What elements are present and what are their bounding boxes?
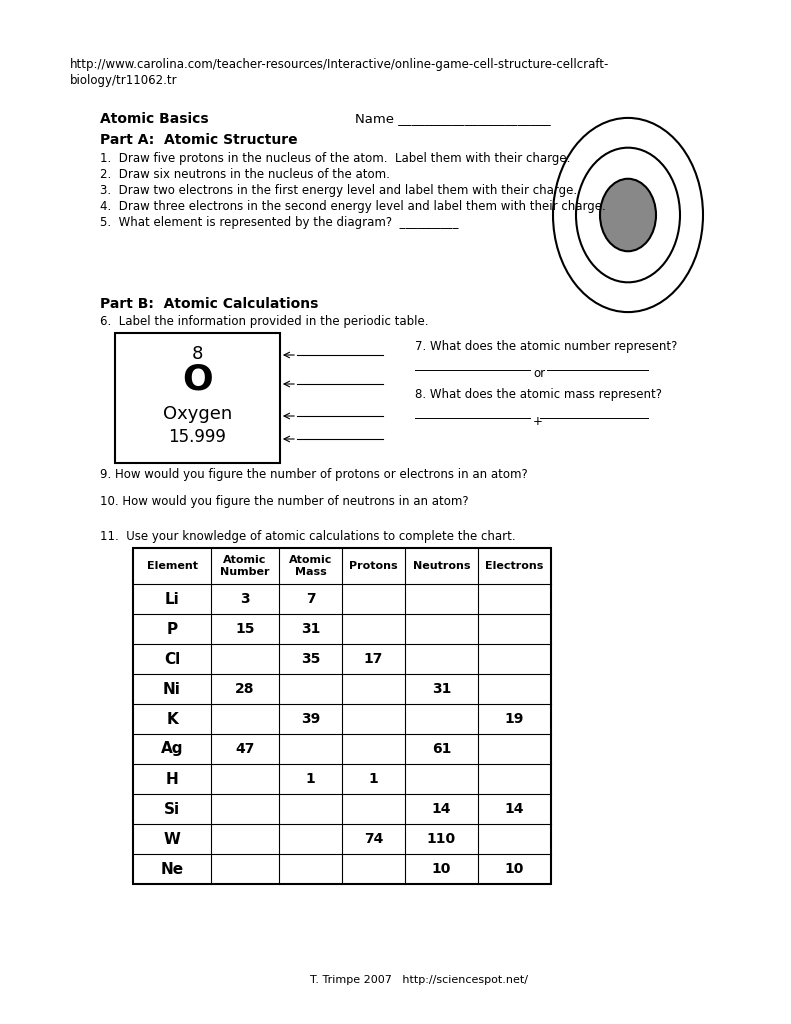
Text: P: P <box>166 622 177 637</box>
Text: 74: 74 <box>364 831 383 846</box>
Text: Atomic
Mass: Atomic Mass <box>289 555 332 577</box>
Text: 2.  Draw six neutrons in the nucleus of the atom.: 2. Draw six neutrons in the nucleus of t… <box>100 168 390 181</box>
Text: 1: 1 <box>305 772 316 786</box>
Text: biology/tr11062.tr: biology/tr11062.tr <box>70 74 178 87</box>
Text: 31: 31 <box>432 682 451 696</box>
Text: 10. How would you figure the number of neutrons in an atom?: 10. How would you figure the number of n… <box>100 495 468 508</box>
Text: 61: 61 <box>432 742 451 756</box>
Text: O: O <box>182 362 213 397</box>
Text: 15: 15 <box>235 622 255 636</box>
Text: T. Trimpe 2007   http://sciencespot.net/: T. Trimpe 2007 http://sciencespot.net/ <box>310 975 528 985</box>
Text: +: + <box>533 415 543 428</box>
Text: 8. What does the atomic mass represent?: 8. What does the atomic mass represent? <box>415 388 662 401</box>
Text: 10: 10 <box>432 862 451 876</box>
Text: 14: 14 <box>505 802 524 816</box>
Text: 35: 35 <box>301 652 320 666</box>
Text: 4.  Draw three electrons in the second energy level and label them with their ch: 4. Draw three electrons in the second en… <box>100 200 606 213</box>
Circle shape <box>600 179 656 251</box>
Bar <box>133 548 551 884</box>
Text: Element: Element <box>146 561 198 571</box>
Text: 31: 31 <box>301 622 320 636</box>
Text: 3: 3 <box>240 592 250 606</box>
Bar <box>115 333 280 463</box>
Text: 47: 47 <box>235 742 255 756</box>
Text: 6.  Label the information provided in the periodic table.: 6. Label the information provided in the… <box>100 315 429 328</box>
Text: Ag: Ag <box>161 741 184 757</box>
Text: 1.  Draw five protons in the nucleus of the atom.  Label them with their charge.: 1. Draw five protons in the nucleus of t… <box>100 152 570 165</box>
Text: 11.  Use your knowledge of atomic calculations to complete the chart.: 11. Use your knowledge of atomic calcula… <box>100 530 516 543</box>
Text: Atomic Basics: Atomic Basics <box>100 112 209 126</box>
Text: Protons: Protons <box>349 561 398 571</box>
Text: Cl: Cl <box>164 651 180 667</box>
Text: 1: 1 <box>369 772 378 786</box>
Text: 39: 39 <box>301 712 320 726</box>
Text: 14: 14 <box>432 802 451 816</box>
Text: Ni: Ni <box>163 682 181 696</box>
Text: 17: 17 <box>364 652 383 666</box>
Text: Name _______________________: Name _______________________ <box>355 112 551 125</box>
Text: 10: 10 <box>505 862 524 876</box>
Text: 19: 19 <box>505 712 524 726</box>
Text: K: K <box>166 712 178 726</box>
Text: H: H <box>165 771 179 786</box>
Text: 7. What does the atomic number represent?: 7. What does the atomic number represent… <box>415 340 677 353</box>
Text: Ne: Ne <box>161 861 184 877</box>
Text: 8: 8 <box>191 345 203 362</box>
Text: 28: 28 <box>235 682 255 696</box>
Text: Electrons: Electrons <box>486 561 543 571</box>
Text: Si: Si <box>164 802 180 816</box>
Text: Part A:  Atomic Structure: Part A: Atomic Structure <box>100 133 297 147</box>
Text: Atomic
Number: Atomic Number <box>220 555 270 577</box>
Text: or: or <box>533 367 545 380</box>
Text: Neutrons: Neutrons <box>413 561 471 571</box>
Text: 5.  What element is represented by the diagram?  __________: 5. What element is represented by the di… <box>100 216 458 229</box>
Text: W: W <box>164 831 180 847</box>
Text: 7: 7 <box>305 592 316 606</box>
Text: Li: Li <box>165 592 180 606</box>
Text: 9. How would you figure the number of protons or electrons in an atom?: 9. How would you figure the number of pr… <box>100 468 528 481</box>
Text: Oxygen: Oxygen <box>163 406 232 423</box>
Text: 15.999: 15.999 <box>168 428 226 446</box>
Text: 3.  Draw two electrons in the first energy level and label them with their charg: 3. Draw two electrons in the first energ… <box>100 184 577 197</box>
Text: http://www.carolina.com/teacher-resources/Interactive/online-game-cell-structure: http://www.carolina.com/teacher-resource… <box>70 58 609 71</box>
Text: 110: 110 <box>427 831 456 846</box>
Text: Part B:  Atomic Calculations: Part B: Atomic Calculations <box>100 297 318 311</box>
